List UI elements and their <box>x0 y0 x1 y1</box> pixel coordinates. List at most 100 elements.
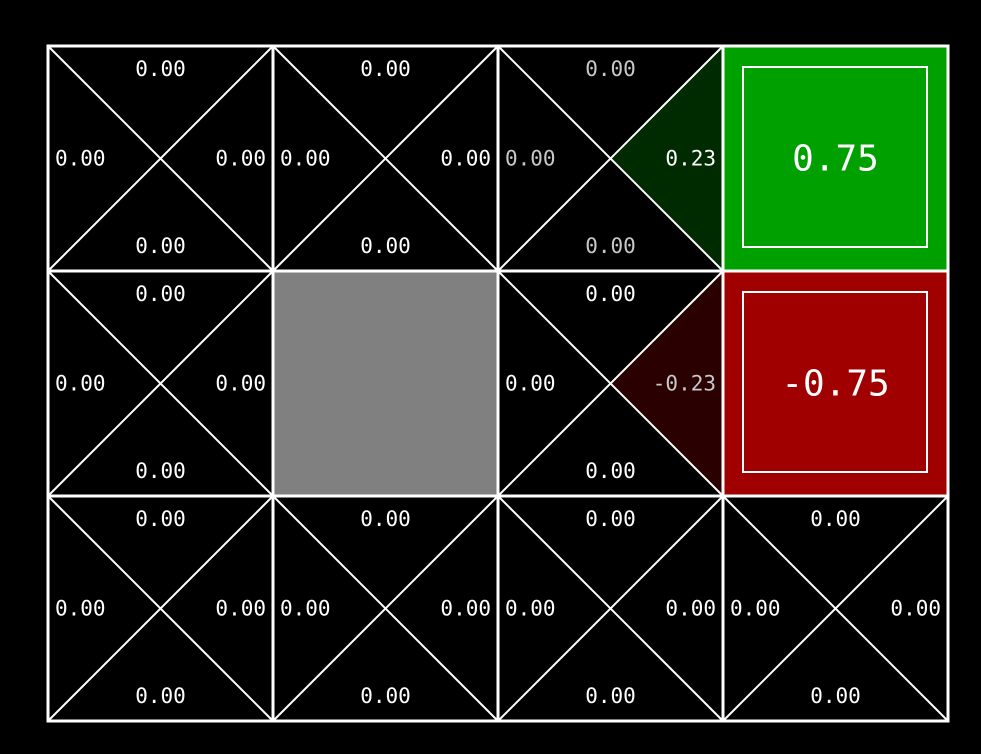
q-triangle-down <box>723 608 948 721</box>
q-value-up: 0.00 <box>810 507 861 531</box>
q-value-down: 0.00 <box>135 459 186 483</box>
q-value-right: 0.00 <box>215 597 266 621</box>
diagonal-line <box>272 495 499 722</box>
q-value-up: 0.00 <box>585 57 636 81</box>
q-value-up: 0.00 <box>360 507 411 531</box>
q-value-down: 0.00 <box>585 684 636 708</box>
q-value-down: 0.00 <box>135 684 186 708</box>
q-value-right: 0.00 <box>440 147 491 171</box>
diagonal-line <box>497 495 724 722</box>
grid-cells: 0.00 0.00 0.00 0.00 0.00 0.00 0.00 0.00 0.00 0.23… <box>46 44 950 723</box>
q-triangle-up <box>48 496 273 609</box>
terminal-value: -0.75 <box>781 364 889 405</box>
q-triangle-left <box>498 271 611 496</box>
q-triangle-up <box>273 46 498 159</box>
q-triangle-down <box>273 608 498 721</box>
grid-cell-r0-c0: 0.00 0.00 0.00 0.00 <box>46 44 275 273</box>
q-triangle-down <box>48 383 273 496</box>
q-triangle-right <box>385 496 498 721</box>
grid-cell-r1-c2: 0.00 -0.23 0.00 0.00 <box>496 269 725 498</box>
q-triangle-down <box>48 158 273 271</box>
diagonal-line <box>497 270 724 497</box>
terminal-value: 0.75 <box>792 139 879 180</box>
diagonal-line <box>722 495 949 722</box>
q-triangle-left <box>48 46 161 271</box>
wall-block <box>273 271 498 496</box>
q-value-left: 0.00 <box>505 147 556 171</box>
grid-cell-r1-c3: -0.75 <box>721 269 950 498</box>
diagonal-line <box>497 45 724 272</box>
grid-cell-r0-c1: 0.00 0.00 0.00 0.00 <box>271 44 500 273</box>
q-value-up: 0.00 <box>135 57 186 81</box>
q-triangle-left <box>498 46 611 271</box>
grid-cell-r0-c3: 0.75 <box>721 44 950 273</box>
terminal-inner-frame <box>742 66 928 248</box>
q-value-left: 0.00 <box>280 597 331 621</box>
grid-cell-r1-c0: 0.00 0.00 0.00 0.00 <box>46 269 275 498</box>
q-value-right: -0.23 <box>653 372 716 396</box>
grid-cell-r2-c3: 0.00 0.00 0.00 0.00 <box>721 494 950 723</box>
grid-cell-r2-c2: 0.00 0.00 0.00 0.00 <box>496 494 725 723</box>
q-value-left: 0.00 <box>505 372 556 396</box>
diagonal-line <box>47 270 274 497</box>
q-triangle-right <box>160 496 273 721</box>
q-value-right: 0.00 <box>665 597 716 621</box>
q-triangle-right <box>610 46 723 271</box>
q-value-down: 0.00 <box>360 234 411 258</box>
q-value-right: 0.23 <box>665 147 716 171</box>
goal-terminal <box>723 46 948 271</box>
q-value-right: 0.00 <box>215 147 266 171</box>
q-value-down: 0.00 <box>585 459 636 483</box>
q-triangle-up <box>498 271 723 384</box>
q-value-left: 0.00 <box>730 597 781 621</box>
q-triangle-left <box>273 46 386 271</box>
q-triangle-right <box>835 496 948 721</box>
q-triangle-down <box>498 608 723 721</box>
q-triangle-up <box>48 271 273 384</box>
q-value-down: 0.00 <box>135 234 186 258</box>
q-triangle-right <box>160 271 273 496</box>
q-triangle-right <box>160 46 273 271</box>
grid-cell-r0-c2: 0.00 0.23 0.00 0.00 <box>496 44 725 273</box>
q-value-up: 0.00 <box>585 507 636 531</box>
q-value-right: 0.00 <box>215 372 266 396</box>
q-triangle-up <box>723 496 948 609</box>
q-value-up: 0.00 <box>135 282 186 306</box>
q-triangle-up <box>273 496 498 609</box>
q-triangle-down <box>273 158 498 271</box>
q-value-down: 0.00 <box>360 684 411 708</box>
q-triangle-right <box>385 46 498 271</box>
q-value-left: 0.00 <box>505 597 556 621</box>
q-value-left: 0.00 <box>55 372 106 396</box>
diagonal-line <box>47 45 274 272</box>
q-triangle-left <box>48 496 161 721</box>
q-value-up: 0.00 <box>585 282 636 306</box>
q-value-left: 0.00 <box>55 597 106 621</box>
q-value-up: 0.00 <box>360 57 411 81</box>
q-triangle-up <box>498 496 723 609</box>
terminal-inner-frame <box>742 291 928 473</box>
q-value-down: 0.00 <box>810 684 861 708</box>
q-value-right: 0.00 <box>440 597 491 621</box>
q-value-up: 0.00 <box>135 507 186 531</box>
grid-cell-r2-c0: 0.00 0.00 0.00 0.00 <box>46 494 275 723</box>
pit-terminal <box>723 271 948 496</box>
q-triangle-up <box>498 46 723 159</box>
q-triangle-right <box>610 271 723 496</box>
q-triangle-down <box>498 158 723 271</box>
q-value-right: 0.00 <box>890 597 941 621</box>
q-triangle-right <box>610 496 723 721</box>
diagonal-line <box>47 495 274 722</box>
q-triangle-down <box>48 608 273 721</box>
diagonal-line <box>272 45 499 272</box>
grid-cell-r1-c1 <box>271 269 500 498</box>
q-triangle-up <box>48 46 273 159</box>
q-value-down: 0.00 <box>585 234 636 258</box>
q-triangle-left <box>273 496 386 721</box>
cell-border <box>721 494 950 723</box>
grid-cell-r2-c1: 0.00 0.00 0.00 0.00 <box>271 494 500 723</box>
q-triangle-down <box>498 383 723 496</box>
q-triangle-left <box>48 271 161 496</box>
q-triangle-left <box>723 496 836 721</box>
